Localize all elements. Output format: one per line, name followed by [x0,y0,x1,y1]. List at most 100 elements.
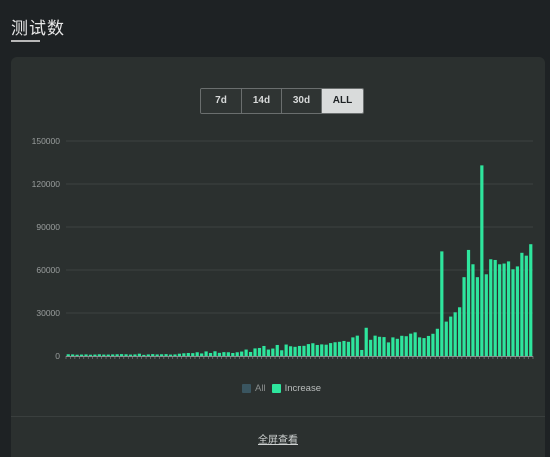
bar [329,343,333,356]
bar [128,354,133,356]
bar [449,316,453,356]
bar [173,354,177,356]
page-header: 测试数 [0,0,550,56]
bar [315,344,319,356]
bar [106,354,110,356]
bar [511,269,515,356]
bar [155,354,159,356]
bar [471,264,475,356]
y-tick-label: 30000 [36,308,60,318]
bar [404,336,408,356]
bar [160,354,164,356]
bar [182,353,186,356]
bar [342,340,346,356]
bar [289,346,293,356]
bar [475,277,480,356]
range-button-all[interactable]: ALL [322,89,363,113]
bar [484,274,488,356]
bar [400,335,404,356]
bar [529,244,533,356]
bar [440,251,444,356]
range-button-7d[interactable]: 7d [201,89,242,113]
range-button-30d[interactable]: 30d [282,89,322,113]
bar [257,347,262,356]
bar [111,354,115,356]
bar [324,344,328,356]
bar [191,353,195,356]
footer-divider [11,416,545,417]
bar [369,339,373,356]
y-tick-label: 150000 [32,136,61,146]
bar [355,335,359,356]
bar [395,338,399,356]
bar [186,352,190,356]
range-button-14d[interactable]: 14d [242,89,282,113]
bar [320,344,324,356]
legend-item-all[interactable]: All [242,383,266,394]
bar [351,337,355,356]
bar [360,349,364,356]
bar [124,354,128,356]
bar [133,354,137,356]
bar [302,345,306,356]
bar [337,341,342,356]
bar [195,352,199,356]
bar [373,335,377,356]
bar [284,344,288,356]
bar [137,353,141,356]
bar [226,352,230,356]
bar [524,255,528,356]
bar [164,354,168,356]
bar [480,165,484,356]
bar [119,354,124,356]
bar [217,352,222,356]
bar [146,354,150,356]
bar [515,266,520,356]
bar [493,259,497,356]
bar [204,351,208,356]
bar [297,345,302,356]
bar [271,348,275,356]
bar [377,336,382,356]
bar [248,351,253,356]
bar [453,312,457,356]
bar [458,307,462,356]
title-underline [11,40,40,42]
legend-item-increase[interactable]: Increase [271,383,321,394]
chart-legend: All Increase [242,383,327,394]
bar [71,354,75,356]
bar [102,354,106,356]
bar [417,337,422,356]
y-tick-label: 60000 [36,265,60,275]
bar [97,354,101,356]
bar [213,351,217,356]
bar [142,354,146,356]
bar [88,354,93,356]
bar [435,328,439,356]
bar [208,352,213,356]
bar [506,261,511,356]
bar [502,263,506,356]
bar [151,354,155,356]
bar [462,277,466,356]
legend-label-increase: Increase [284,383,321,394]
y-tick-label: 90000 [36,222,60,232]
bar [168,354,173,356]
bar [244,349,248,356]
bar [409,333,413,356]
fullscreen-link[interactable]: 全屏查看 [258,435,298,446]
bar [222,352,226,356]
time-range-selector: 7d 14d 30d ALL [200,88,364,114]
bar [275,344,279,356]
bar [177,353,182,356]
legend-swatch-increase [271,384,281,393]
bar [231,352,235,356]
bar [262,345,266,356]
bar [235,352,239,356]
bar [489,259,493,356]
bar [520,252,524,356]
bar [266,349,270,356]
bar [306,344,310,356]
legend-label-all: All [255,383,266,394]
bar [413,332,417,356]
